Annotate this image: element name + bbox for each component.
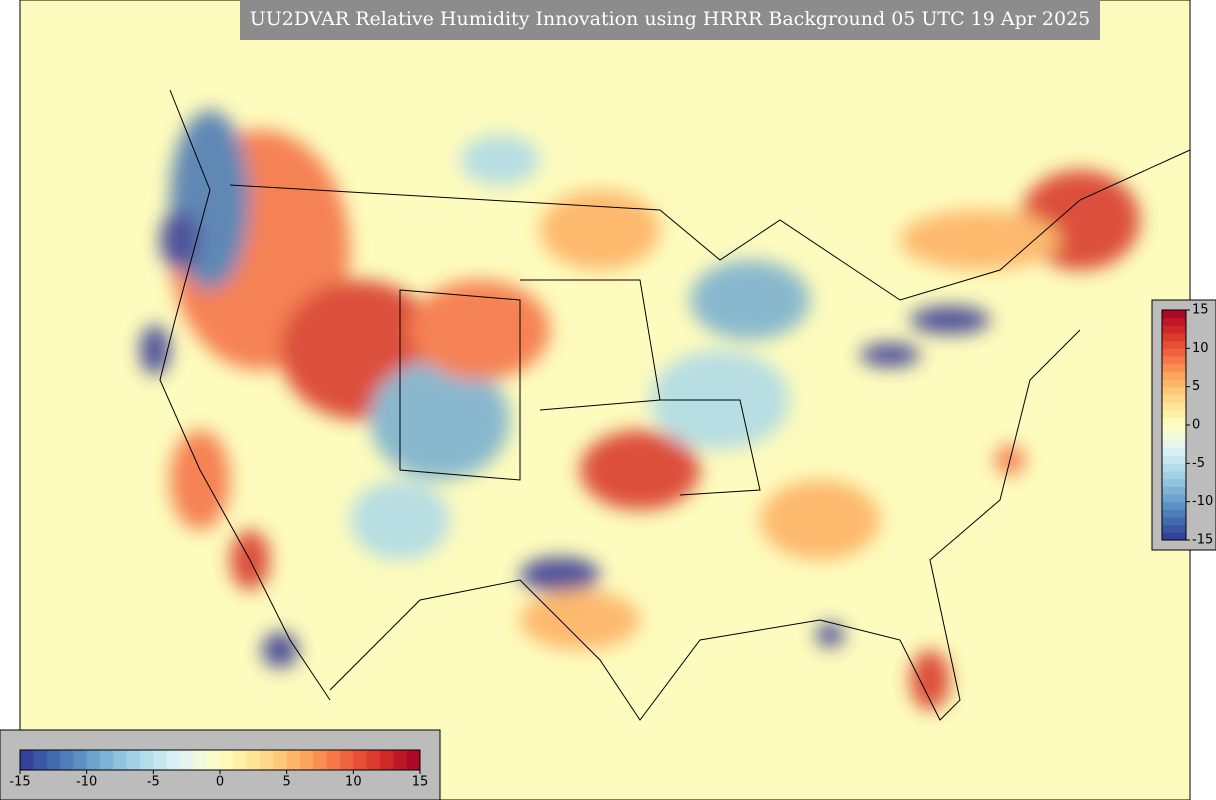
- colorbar-segment: [1162, 325, 1186, 334]
- colorbar-segment: [1162, 386, 1186, 395]
- colorbar-segment: [1162, 425, 1186, 434]
- tick-label: -15: [1192, 533, 1213, 548]
- colorbar-segment: [166, 750, 181, 770]
- tick-label: -5: [1192, 456, 1205, 471]
- colorbar-segment: [1162, 409, 1186, 418]
- colorbar-segment: [113, 750, 128, 770]
- colorbar-segment: [46, 750, 61, 770]
- colorbar-segment: [340, 750, 354, 770]
- colorbar-segment: [1162, 494, 1186, 503]
- colorbar-segment: [1162, 402, 1186, 411]
- colorbar-segment: [406, 750, 421, 770]
- colorbar-segment: [380, 750, 394, 770]
- colorbar-segment: [140, 750, 154, 770]
- colorbar-segment: [1162, 486, 1186, 495]
- colorbar-segment: [33, 750, 48, 770]
- colorbar-segment: [1162, 501, 1186, 510]
- colorbar-segment: [273, 750, 288, 770]
- colorbar-segment: [1162, 517, 1186, 526]
- colorbar-segment: [260, 750, 274, 770]
- colorbar-segment: [153, 750, 168, 770]
- colorbar-segment: [193, 750, 208, 770]
- colorbar-segment: [1162, 317, 1186, 326]
- colorbar-segment: [1162, 394, 1186, 403]
- tick-label: 5: [1192, 379, 1200, 394]
- colorbar-segment: [1162, 340, 1186, 349]
- colorbar-segment: [1162, 356, 1186, 365]
- colorbar-segment: [220, 750, 234, 770]
- colorbar-segment: [73, 750, 88, 770]
- colorbar-segment: [86, 750, 101, 770]
- tick-label: 10: [1192, 341, 1209, 356]
- field-pattern: [140, 110, 1140, 710]
- colorbar-segment: [353, 750, 368, 770]
- colorbar-segment: [60, 750, 74, 770]
- colorbar-segment: [1162, 333, 1186, 342]
- colorbar-segment: [286, 750, 301, 770]
- colorbar-segment: [1162, 463, 1186, 472]
- tick-label: -5: [147, 775, 160, 790]
- colorbar-segment: [366, 750, 381, 770]
- colorbar-segment: [1162, 455, 1186, 464]
- colorbar-segment: [1162, 524, 1186, 533]
- tick-label: 15: [1192, 303, 1209, 318]
- tick-label: -10: [1192, 494, 1213, 509]
- colorbar-segment: [1162, 532, 1186, 541]
- tick-label: 15: [412, 775, 429, 790]
- tick-label: 10: [345, 775, 362, 790]
- colorbar-segment: [1162, 471, 1186, 480]
- tick-label: 0: [1192, 418, 1200, 433]
- colorbar-segment: [100, 750, 114, 770]
- colorbar-segment: [1162, 448, 1186, 457]
- colorbar-segment: [1162, 478, 1186, 487]
- colorbar-segment: [1162, 440, 1186, 449]
- tick-label: 0: [216, 775, 224, 790]
- colorbar-segment: [246, 750, 261, 770]
- colorbar-vertical: -15 -10 -5 0 5 10 15: [1161, 303, 1213, 548]
- colorbar-segment: [1162, 379, 1186, 388]
- colorbar-segment: [233, 750, 248, 770]
- colorbar-segment: [126, 750, 141, 770]
- tick-label: 5: [283, 775, 291, 790]
- map-title: UU2DVAR Relative Humidity Innovation usi…: [250, 8, 1091, 30]
- tick-label: -15: [9, 775, 30, 790]
- colorbar-segment: [1162, 363, 1186, 372]
- boundaries: [159, 89, 1191, 721]
- colorbar-segment: [313, 750, 328, 770]
- colorbar-segment: [180, 750, 194, 770]
- colorbar-segment: [1162, 371, 1186, 380]
- colorbar-horizontal: -15 -10 -5 0 5 10 15: [9, 749, 429, 790]
- colorbar-segment: [206, 750, 221, 770]
- colorbar-segment: [300, 750, 314, 770]
- colorbar-segment: [1162, 432, 1186, 441]
- colorbar-segment: [326, 750, 341, 770]
- title-box: [240, 0, 1100, 40]
- colorbar-segment: [1162, 417, 1186, 426]
- colorbar-segment: [393, 750, 408, 770]
- tick-label: -10: [76, 775, 97, 790]
- colorbar-segment: [1162, 348, 1186, 357]
- colorbar-segment: [1162, 310, 1186, 319]
- colorbar-segment: [1162, 509, 1186, 518]
- colorbar-segment: [20, 750, 34, 770]
